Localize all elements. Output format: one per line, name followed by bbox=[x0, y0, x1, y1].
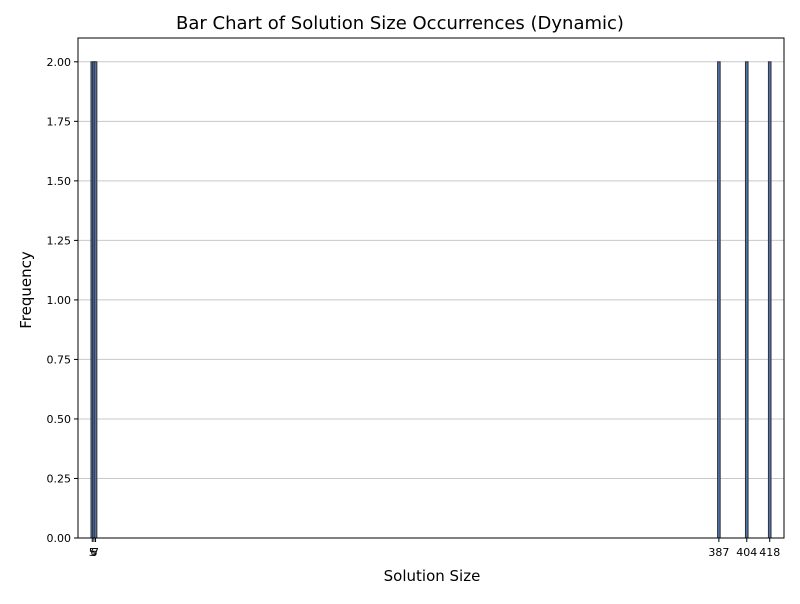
x-tick-label: 418 bbox=[759, 546, 780, 559]
y-tick-label: 0.00 bbox=[47, 532, 72, 545]
bar bbox=[93, 61, 98, 539]
x-axis-ticks: 567 387 404 418 bbox=[89, 538, 780, 559]
y-axis-label: Frequency bbox=[17, 251, 35, 329]
x-axis-label: Solution Size bbox=[384, 567, 481, 585]
y-tick-label: 0.50 bbox=[47, 413, 72, 426]
y-tick-label: 2.00 bbox=[47, 56, 72, 69]
plot-frame bbox=[77, 37, 785, 539]
y-tick-label: 0.75 bbox=[47, 353, 72, 366]
x-tick-label: 404 bbox=[736, 546, 757, 559]
y-tick-label: 1.00 bbox=[47, 294, 72, 307]
grid-lines bbox=[78, 61, 784, 539]
y-tick-label: 1.50 bbox=[47, 175, 72, 188]
y-tick-label: 1.25 bbox=[47, 234, 72, 247]
x-tick-label: 7 bbox=[92, 546, 99, 559]
bar bbox=[744, 61, 749, 539]
y-tick-label: 0.25 bbox=[47, 472, 72, 485]
bar bbox=[767, 61, 772, 539]
chart-title: Bar Chart of Solution Size Occurrences (… bbox=[176, 13, 624, 34]
plot-background bbox=[78, 38, 784, 538]
y-tick-label: 1.75 bbox=[47, 115, 72, 128]
bar bbox=[717, 61, 721, 539]
y-axis-ticks: 0.00 0.25 0.50 0.75 1.00 1.25 1.50 1.75 2.00 bbox=[47, 56, 78, 545]
x-tick-label: 5 bbox=[89, 546, 96, 559]
x-tick-label: 387 bbox=[708, 546, 729, 559]
x-tick-label: 6 bbox=[90, 546, 97, 559]
